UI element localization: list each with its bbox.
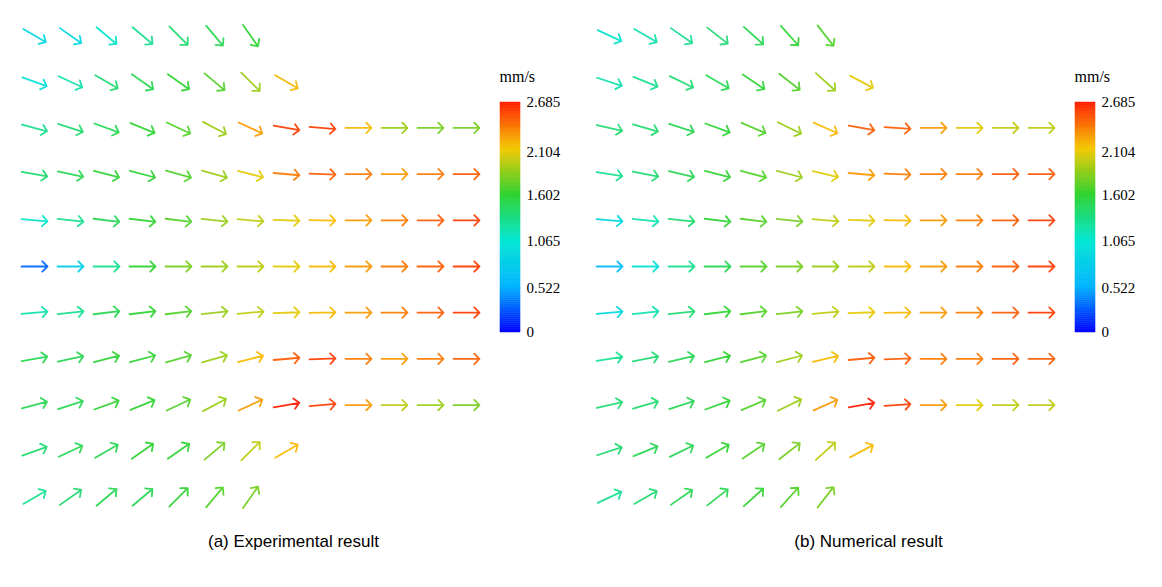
svg-text:2.104: 2.104 — [526, 144, 560, 160]
svg-text:2.685: 2.685 — [526, 94, 560, 110]
svg-text:2.104: 2.104 — [1101, 144, 1135, 160]
svg-text:2.685: 2.685 — [1101, 94, 1135, 110]
svg-text:1.602: 1.602 — [526, 187, 560, 203]
html-text:mm/s: mm/s — [499, 68, 536, 85]
svg-text:1.602: 1.602 — [1101, 187, 1135, 203]
svg-text:0.522: 0.522 — [1101, 280, 1135, 296]
html-text:mm/s: mm/s — [1074, 68, 1111, 85]
svg-text:0: 0 — [526, 324, 534, 340]
svg-text:1.065: 1.065 — [1101, 233, 1135, 249]
svg-text:1.065: 1.065 — [526, 233, 560, 249]
svg-text:0: 0 — [1101, 324, 1109, 340]
svg-text:0.522: 0.522 — [526, 280, 560, 296]
html-text:(b) Numerical result: (b) Numerical result — [794, 532, 943, 551]
html-text:(a) Experimental result: (a) Experimental result — [208, 532, 379, 551]
